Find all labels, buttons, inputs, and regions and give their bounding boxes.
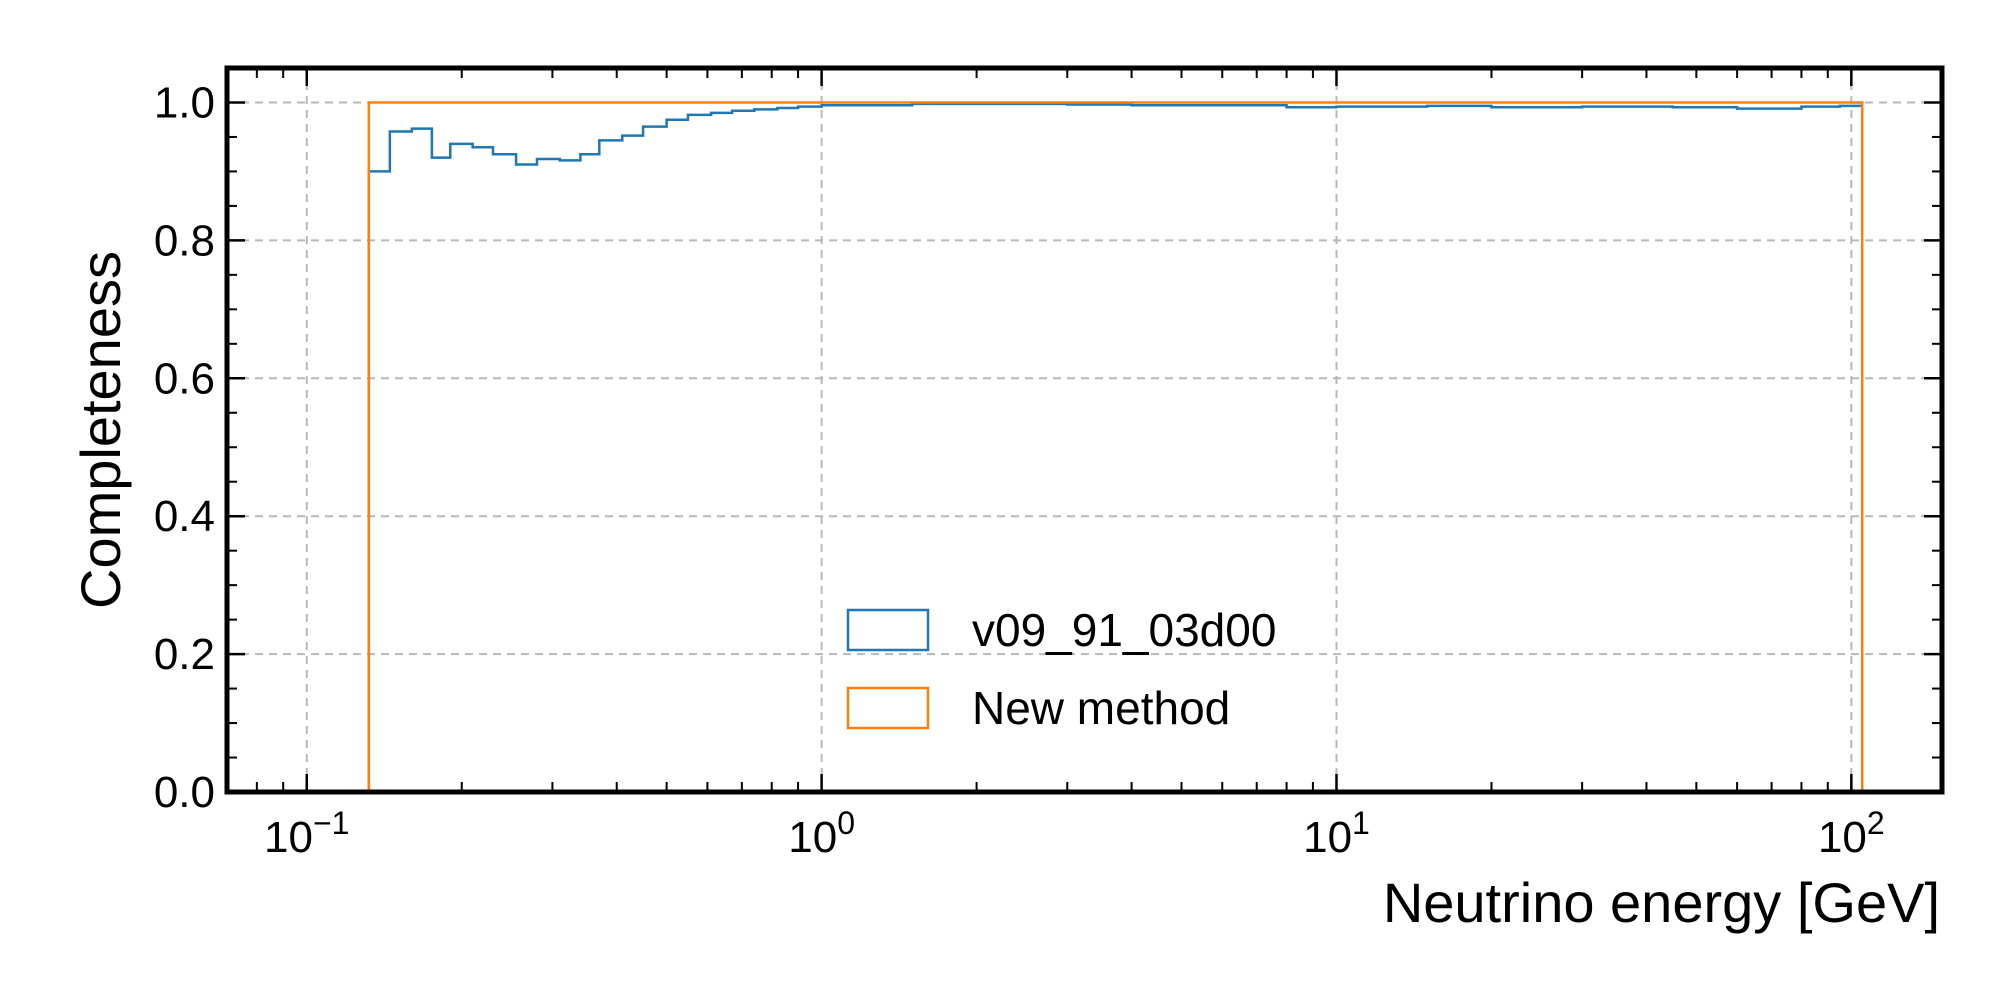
tick-labels: 0.0 0.2 0.4 0.6 0.8 1.0 10−1 100 101 102 bbox=[154, 78, 1885, 862]
legend-swatch bbox=[846, 686, 930, 730]
legend-label: v09_91_03d00 bbox=[972, 604, 1276, 656]
series-layer bbox=[367, 101, 1864, 792]
y-tick-label: 1.0 bbox=[154, 78, 215, 127]
x-tick-label: 100 bbox=[788, 805, 855, 862]
series-line-new-method bbox=[367, 101, 1864, 792]
x-axis-label: Neutrino energy [GeV] bbox=[1383, 871, 1940, 934]
y-tick-label: 0.4 bbox=[154, 492, 215, 541]
y-tick-label: 0.6 bbox=[154, 354, 215, 403]
y-tick-label: 0.2 bbox=[154, 630, 215, 679]
y-axis-label: Completeness bbox=[69, 251, 132, 609]
y-tick-label: 0.0 bbox=[154, 768, 215, 817]
y-tick-label: 0.8 bbox=[154, 216, 215, 265]
legend-label: New method bbox=[972, 682, 1230, 734]
plot-frame bbox=[224, 65, 1945, 795]
legend: v09_91_03d00 New method bbox=[846, 604, 1276, 734]
legend-swatch bbox=[846, 608, 930, 652]
x-tick-label: 10−1 bbox=[264, 805, 349, 862]
series-line-v09-91-03d00 bbox=[367, 102, 1864, 792]
x-tick-label: 102 bbox=[1818, 805, 1885, 862]
x-tick-label: 101 bbox=[1303, 805, 1370, 862]
